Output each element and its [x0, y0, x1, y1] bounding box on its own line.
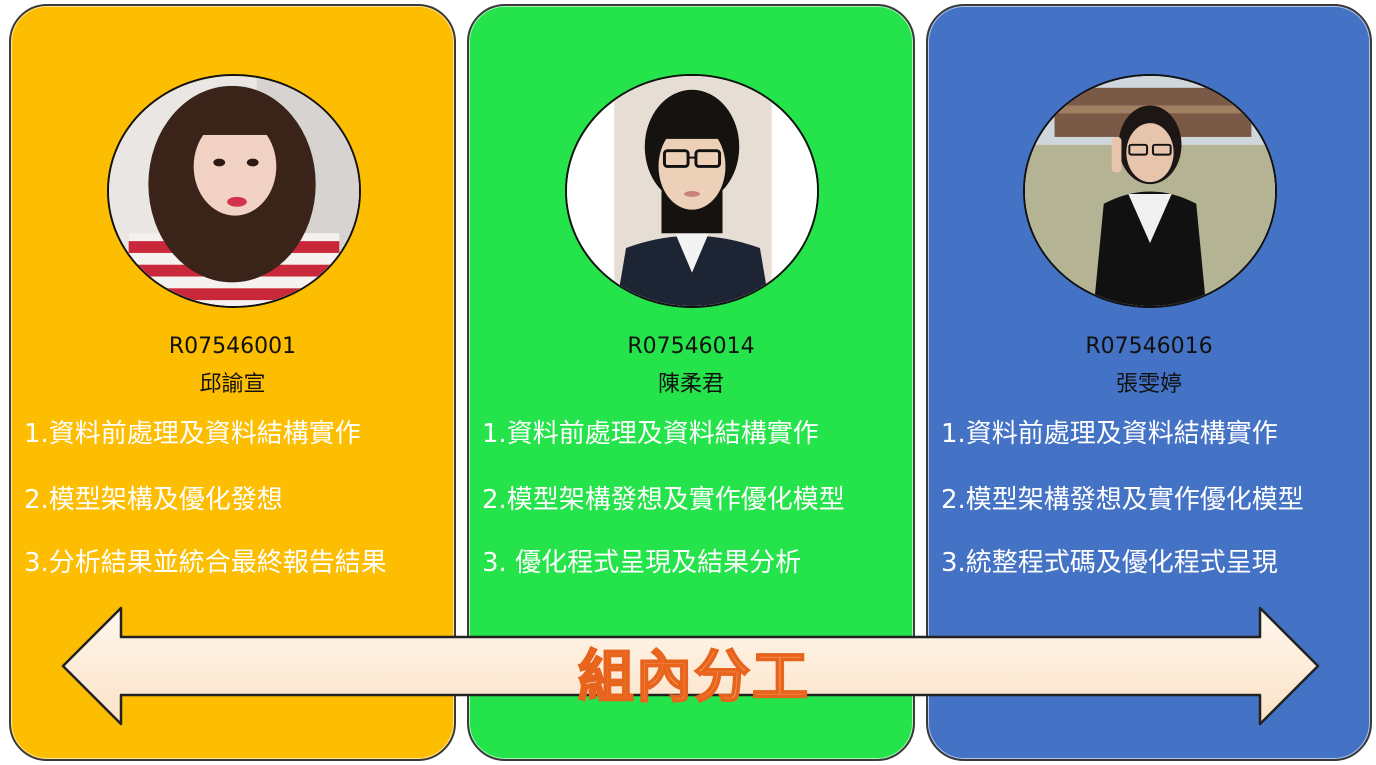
- student-id: R07546014: [627, 334, 755, 359]
- student-name: 陳柔君: [657, 372, 724, 397]
- member-card-1: R07546001 邱諭宣 1.資料前處理及資料結構實作 2.模型架構及優化發想…: [9, 4, 456, 761]
- member-card-3: R07546016 張雯婷 1.資料前處理及資料結構實作 2.模型架構發想及實作…: [926, 4, 1372, 761]
- task-item: 1.資料前處理及資料結構實作: [482, 419, 819, 449]
- student-name: 邱諭宣: [199, 372, 266, 397]
- student-name: 張雯婷: [1115, 372, 1182, 397]
- section-title: 組內分工: [577, 644, 810, 711]
- member-photo: [107, 74, 361, 308]
- student-id: R07546016: [1085, 334, 1213, 359]
- task-item: 3.統整程式碼及優化程式呈現: [941, 548, 1278, 578]
- task-item: 2.模型架構發想及實作優化模型: [941, 485, 1304, 515]
- task-item: 3. 優化程式呈現及結果分析: [482, 548, 802, 578]
- student-id: R07546001: [168, 334, 297, 359]
- task-item: 2.模型架構及優化發想: [24, 485, 283, 515]
- member-photo: [1023, 74, 1277, 308]
- task-item: 3.分析結果並統合最終報告結果: [24, 548, 387, 578]
- task-item: 1.資料前處理及資料結構實作: [24, 419, 361, 449]
- task-item: 1.資料前處理及資料結構實作: [941, 419, 1278, 449]
- member-photo: [565, 74, 819, 308]
- task-item: 2.模型架構發想及實作優化模型: [482, 485, 845, 515]
